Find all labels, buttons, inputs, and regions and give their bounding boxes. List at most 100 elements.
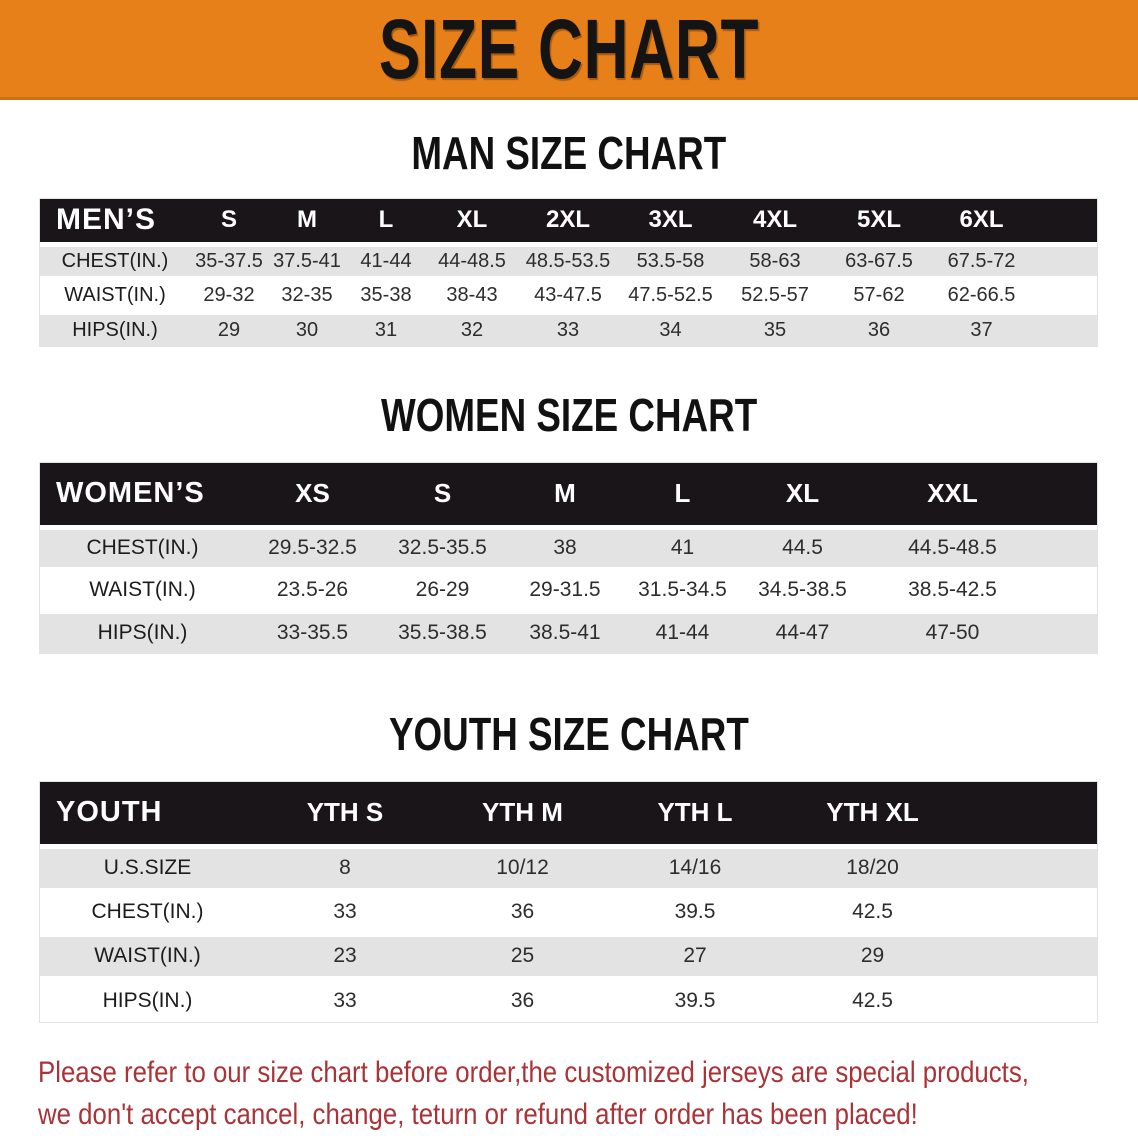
data-cell: 39.5 — [610, 887, 780, 934]
data-cell: 10/12 — [435, 843, 610, 890]
data-cell: 38 — [505, 524, 625, 569]
size-header-cell: 2XL — [545, 206, 590, 234]
data-cell: 29-31.5 — [505, 566, 625, 611]
filler-cell — [1040, 463, 1097, 527]
size-header-cell: L — [674, 478, 691, 509]
data-cell: 43-47.5 — [518, 275, 618, 312]
filler-cell — [1032, 199, 1097, 244]
data-cell: 58-63 — [723, 241, 827, 278]
filler-cell — [965, 843, 1097, 890]
data-cell: 33 — [255, 975, 435, 1022]
data-cell: 33-35.5 — [245, 608, 380, 653]
filler-cell — [1040, 566, 1097, 611]
data-cell: 34.5-38.5 — [740, 566, 865, 611]
size-header-cell: 6XL — [959, 206, 1004, 234]
data-cell: 52.5-57 — [723, 275, 827, 312]
section-heading-man-label: MAN SIZE CHART — [411, 127, 727, 179]
size-header-cell: XL — [785, 478, 820, 509]
table-row: WAIST(IN.) 23.5-26 26-29 29-31.5 31.5-34.5 34… — [40, 566, 1097, 611]
youth-size-table: YOUTH YTH S YTH M YTH L YTH XL U.S.SIZE 8 10/12… — [39, 781, 1098, 1023]
data-cell: 29-32 — [190, 275, 268, 312]
data-cell: 8 — [255, 843, 435, 890]
filler-cell — [1032, 241, 1097, 278]
data-cell: 62-66.5 — [931, 275, 1032, 312]
data-cell: 47-50 — [865, 608, 1040, 653]
row-label: CHEST(IN.) — [40, 524, 245, 569]
data-cell: 31.5-34.5 — [625, 566, 740, 611]
data-cell: 39.5 — [610, 975, 780, 1022]
data-cell: 29 — [190, 309, 268, 346]
filler-cell — [965, 887, 1097, 934]
data-cell: 41-44 — [625, 608, 740, 653]
table-title-cell: MEN’S — [56, 203, 157, 237]
filler-cell — [1040, 608, 1097, 653]
table-header-row: WOMEN’S XS S M L XL XXL — [40, 463, 1097, 527]
section-heading-women: WOMEN SIZE CHART — [0, 346, 1138, 438]
filler-cell — [1032, 275, 1097, 312]
size-header-cell: YTH S — [306, 797, 384, 828]
row-label: CHEST(IN.) — [40, 887, 255, 934]
filler-cell — [965, 975, 1097, 1022]
women-size-table: WOMEN’S XS S M L XL XXL CHEST(IN.) 29.5-32.5 32.5… — [39, 462, 1098, 654]
data-cell: 35 — [723, 309, 827, 346]
disclaimer-note: Please refer to our size chart before or… — [0, 1022, 1138, 1136]
section-heading-youth-label: YOUTH SIZE CHART — [389, 708, 749, 760]
data-cell: 26-29 — [380, 566, 505, 611]
row-label: HIPS(IN.) — [40, 608, 245, 653]
data-cell: 35-37.5 — [190, 241, 268, 278]
data-cell: 53.5-58 — [618, 241, 723, 278]
filler-cell — [965, 931, 1097, 978]
row-label: WAIST(IN.) — [40, 275, 190, 312]
size-header-cell: S — [220, 206, 237, 234]
size-header-cell: 4XL — [752, 206, 797, 234]
spacer — [0, 438, 1138, 463]
data-cell: 18/20 — [780, 843, 965, 890]
data-cell: 34 — [618, 309, 723, 346]
men-size-table: MEN’S S M L XL 2XL 3XL 4XL 5XL 6XL CHEST(IN.) 35-37… — [39, 198, 1098, 347]
data-cell: 36 — [435, 887, 610, 934]
section-heading-youth: YOUTH SIZE CHART — [0, 653, 1138, 757]
data-cell: 32.5-35.5 — [380, 524, 505, 569]
filler-cell — [1032, 309, 1097, 346]
size-header-cell: YTH M — [482, 797, 563, 828]
data-cell: 23 — [255, 931, 435, 978]
data-cell: 31 — [346, 309, 426, 346]
table-row: WAIST(IN.) 29-32 32-35 35-38 38-43 43-47.5 47.… — [40, 275, 1097, 312]
data-cell: 67.5-72 — [931, 241, 1032, 278]
data-cell: 29.5-32.5 — [245, 524, 380, 569]
data-cell: 27 — [610, 931, 780, 978]
disclaimer-line-2: we don't accept cancel, change, teturn o… — [38, 1098, 918, 1131]
disclaimer-line-1: Please refer to our size chart before or… — [38, 1056, 1029, 1089]
size-header-cell: L — [378, 206, 394, 234]
size-header-cell: 5XL — [856, 206, 901, 234]
size-header-cell: XL — [456, 206, 488, 234]
table-row: WAIST(IN.) 23 25 27 29 — [40, 931, 1097, 978]
data-cell: 23.5-26 — [245, 566, 380, 611]
data-cell: 63-67.5 — [827, 241, 931, 278]
table-row: U.S.SIZE 8 10/12 14/16 18/20 — [40, 843, 1097, 890]
table-row: CHEST(IN.) 29.5-32.5 32.5-35.5 38 41 44.5 44.5… — [40, 524, 1097, 569]
table-row: CHEST(IN.) 35-37.5 37.5-41 41-44 44-48.5 48.5… — [40, 241, 1097, 278]
size-header-cell: 3XL — [648, 206, 693, 234]
row-label: HIPS(IN.) — [40, 975, 255, 1022]
data-cell: 32 — [426, 309, 518, 346]
data-cell: 38.5-42.5 — [865, 566, 1040, 611]
data-cell: 14/16 — [610, 843, 780, 890]
data-cell: 38-43 — [426, 275, 518, 312]
size-header-cell: M — [297, 206, 317, 234]
data-cell: 57-62 — [827, 275, 931, 312]
table-title-cell: WOMEN’S — [56, 477, 205, 510]
size-header-cell: XXL — [927, 478, 978, 509]
table-row: CHEST(IN.) 33 36 39.5 42.5 — [40, 887, 1097, 934]
data-cell: 44-48.5 — [426, 241, 518, 278]
data-cell: 35-38 — [346, 275, 426, 312]
data-cell: 42.5 — [780, 975, 965, 1022]
data-cell: 48.5-53.5 — [518, 241, 618, 278]
data-cell: 38.5-41 — [505, 608, 625, 653]
size-header-cell: YTH L — [657, 797, 733, 828]
data-cell: 44.5 — [740, 524, 865, 569]
data-cell: 33 — [255, 887, 435, 934]
data-cell: 42.5 — [780, 887, 965, 934]
data-cell: 30 — [268, 309, 346, 346]
data-cell: 35.5-38.5 — [380, 608, 505, 653]
